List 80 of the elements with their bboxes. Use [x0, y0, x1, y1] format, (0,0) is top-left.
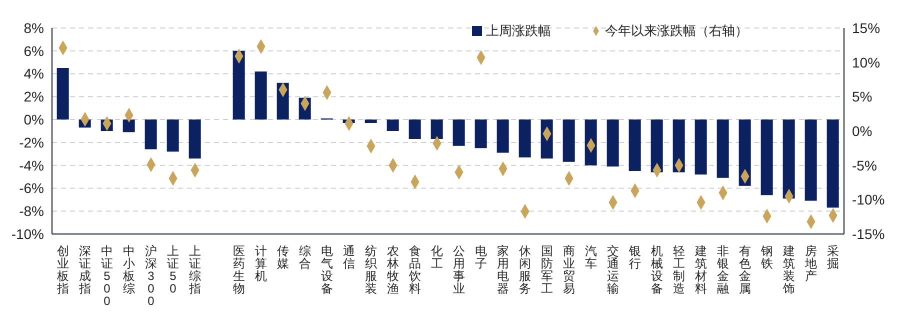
x-tick-label: 采掘 [827, 244, 839, 270]
x-tick-label: 汽车 [585, 244, 597, 270]
x-tick-label: 中证500 [101, 244, 113, 308]
y2-tick-label: 15% [852, 20, 880, 36]
y-tick-label: 8% [24, 20, 44, 36]
legend-label: 今年以来涨跌幅（右轴） [605, 23, 748, 38]
bar [738, 120, 751, 186]
bar [430, 120, 443, 140]
x-tick-label: 上证综指 [188, 244, 201, 296]
x-tick-label: 中小板综 [122, 244, 135, 296]
x-tick-label: 通信 [343, 244, 355, 270]
bar [826, 120, 839, 208]
bar [56, 68, 69, 120]
y-tick-label: 0% [24, 112, 44, 128]
bar [408, 120, 421, 140]
bar [232, 50, 245, 120]
y-tick-label: -8% [19, 203, 44, 220]
x-tick-label: 非银金融 [716, 244, 729, 296]
bar [254, 71, 267, 120]
bar [364, 120, 377, 123]
bar [518, 120, 531, 158]
y-tick-label: 4% [24, 66, 44, 82]
bar [760, 120, 773, 196]
bar [474, 120, 487, 148]
y-tick-label: 2% [24, 88, 44, 105]
x-tick-label: 创业板指 [56, 244, 69, 296]
x-tick-label: 商业贸易 [563, 244, 575, 296]
bar [804, 120, 817, 201]
y-tick-label: -2% [19, 134, 44, 150]
bar [562, 120, 575, 162]
y-tick-label: 6% [24, 42, 44, 59]
y2-tick-label: -5% [852, 157, 877, 174]
x-tick-label: 机械设备 [651, 244, 663, 296]
y2-tick-label: -15% [852, 226, 885, 242]
bar [628, 120, 641, 172]
bar [452, 120, 465, 146]
x-tick-label: 公用事业 [453, 244, 465, 296]
x-tick-label: 化工 [431, 244, 443, 270]
x-tick-label: 建筑装饰 [782, 244, 795, 296]
y-tick-label: -4% [19, 157, 44, 174]
bar [606, 120, 619, 166]
x-tick-label: 国防军工 [541, 244, 553, 296]
x-tick-label: 银行 [628, 244, 641, 270]
x-tick-label: 家用电器 [497, 244, 509, 296]
y2-tick-label: -10% [852, 192, 885, 208]
x-tick-label: 休闲服务 [519, 244, 531, 296]
bar [166, 120, 179, 152]
y2-tick-label: 0% [852, 122, 872, 139]
x-tick-label: 房地产 [804, 244, 817, 283]
bar [122, 120, 135, 132]
x-tick-label: 综合 [299, 244, 311, 270]
legend-label: 上周涨跌幅 [486, 23, 551, 38]
y-tick-label: -6% [19, 180, 44, 196]
x-tick-label: 传媒 [277, 244, 289, 270]
bar [496, 120, 509, 153]
bar [650, 120, 663, 172]
bar [144, 120, 157, 150]
x-tick-label: 沪深300 [145, 244, 157, 308]
y-tick-label: -10% [11, 226, 44, 242]
x-tick-label: 农林牧渔 [386, 244, 399, 296]
x-tick-label: 电气设备 [321, 244, 333, 296]
x-tick-label: 交通运输 [607, 244, 619, 296]
y2-tick-label: 10% [852, 54, 880, 70]
bar [386, 120, 399, 131]
x-tick-label: 医药生物 [233, 244, 245, 296]
x-tick-label: 上证50 [167, 244, 179, 296]
bar [694, 120, 707, 174]
x-tick-label: 钢铁 [760, 244, 773, 270]
bar [782, 120, 795, 199]
x-tick-label: 电子 [475, 244, 487, 270]
x-tick-label: 深证成指 [78, 244, 91, 296]
x-tick-label: 轻工制造 [673, 244, 685, 296]
x-tick-label: 建筑材料 [694, 244, 707, 296]
y2-tick-label: 5% [852, 88, 872, 105]
x-tick-label: 纺织服装 [365, 244, 377, 296]
bar [716, 120, 729, 178]
x-tick-label: 计算机 [255, 244, 267, 283]
x-tick-label: 食品饮料 [408, 244, 421, 296]
bar [188, 120, 201, 158]
x-tick-label: 有色金属 [739, 244, 751, 296]
